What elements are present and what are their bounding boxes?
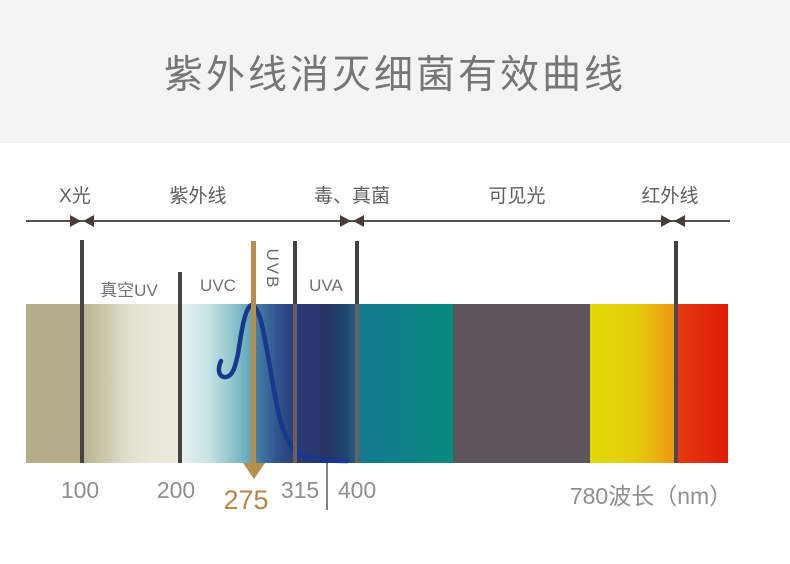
tick-315: 315 — [280, 477, 320, 503]
spectrum-segment — [26, 304, 82, 463]
wavelength-line-400 — [355, 241, 359, 463]
region-label-xray: X光 — [59, 186, 91, 207]
boundary-marker-icon — [340, 215, 364, 227]
header-band: 紫外线消灭细菌有效曲线 — [0, 0, 790, 143]
wavelength-line-100 — [80, 240, 84, 463]
boundary-marker-icon — [661, 215, 685, 227]
page-title: 紫外线消灭细菌有效曲线 — [163, 53, 626, 97]
region-label-virus-fungi: 毒、真菌 — [313, 186, 391, 207]
spectrum-segment — [357, 304, 453, 463]
spectrum-segment — [253, 304, 295, 463]
boundary-marker-icon — [70, 215, 94, 227]
tick-275-peak: 275 — [223, 485, 269, 515]
tick-400: 400 — [337, 477, 377, 503]
tick-100: 100 — [60, 477, 100, 503]
region-label-infrared: 红外线 — [641, 186, 699, 207]
region-label-visible: 可见光 — [488, 186, 546, 207]
tick-200: 200 — [156, 477, 196, 503]
region-label-uv: 紫外线 — [169, 186, 227, 207]
spectrum-segment — [295, 304, 357, 463]
peak-arrow-icon — [243, 463, 265, 479]
subband-label-uvc: UVC — [200, 276, 236, 295]
tick-divider-line — [326, 463, 328, 510]
subband-label-uvb: UVB — [263, 248, 282, 290]
wavelength-line-315 — [293, 241, 297, 463]
subband-label-vacuum-uv: 真空UV — [100, 281, 158, 300]
wavelength-line-200 — [178, 272, 182, 463]
peak-marker-line-275 — [251, 241, 256, 463]
spectrum-segment — [82, 304, 180, 463]
spectrum-segment — [676, 304, 728, 463]
spectrum-band — [26, 304, 728, 463]
wavelength-line-780 — [674, 241, 678, 463]
subband-label-uva: UVA — [309, 276, 343, 295]
spectrum-segment — [180, 304, 253, 463]
spectrum-segment — [590, 304, 676, 463]
spectrum-segment — [453, 304, 590, 463]
tick-780-unit: 780波长（nm） — [569, 483, 733, 509]
axis-line — [26, 220, 730, 222]
